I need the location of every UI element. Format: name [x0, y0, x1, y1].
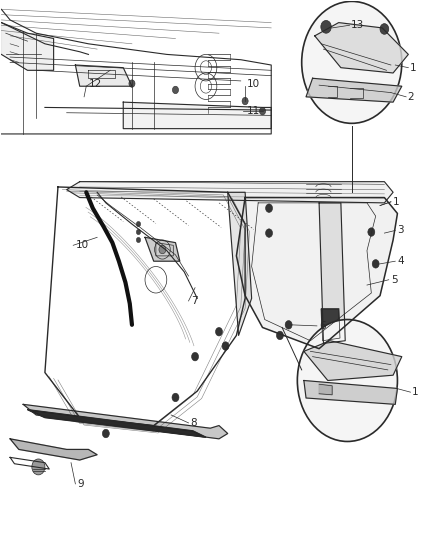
Polygon shape	[304, 381, 397, 405]
Circle shape	[368, 228, 375, 236]
Circle shape	[136, 221, 141, 227]
Circle shape	[259, 108, 265, 115]
Circle shape	[321, 20, 331, 33]
Circle shape	[285, 320, 292, 329]
Text: 3: 3	[397, 225, 404, 236]
Circle shape	[136, 237, 141, 243]
Text: 8: 8	[191, 418, 198, 428]
Circle shape	[32, 459, 45, 475]
Polygon shape	[306, 78, 402, 102]
Text: 5: 5	[391, 274, 398, 285]
Polygon shape	[321, 309, 340, 341]
Text: 7: 7	[191, 296, 198, 306]
Circle shape	[215, 327, 223, 336]
Circle shape	[222, 342, 229, 350]
Polygon shape	[23, 405, 228, 439]
Circle shape	[136, 229, 141, 235]
Text: 10: 10	[75, 240, 88, 251]
Polygon shape	[319, 384, 332, 395]
Polygon shape	[10, 439, 97, 460]
Polygon shape	[315, 22, 408, 73]
Polygon shape	[75, 65, 132, 86]
Circle shape	[172, 393, 179, 402]
Circle shape	[102, 429, 110, 438]
Polygon shape	[145, 237, 180, 261]
Text: 1: 1	[393, 197, 400, 207]
Circle shape	[173, 86, 179, 94]
Circle shape	[276, 331, 283, 340]
Text: 10: 10	[247, 78, 261, 88]
Text: 11: 11	[247, 106, 261, 116]
Polygon shape	[319, 203, 345, 343]
Polygon shape	[28, 410, 206, 437]
Circle shape	[380, 23, 389, 34]
Polygon shape	[1, 22, 53, 70]
Circle shape	[302, 2, 402, 123]
Circle shape	[129, 80, 135, 87]
Circle shape	[242, 98, 248, 105]
Circle shape	[297, 319, 397, 441]
Polygon shape	[304, 341, 402, 381]
Text: 1: 1	[410, 63, 416, 72]
Circle shape	[265, 229, 272, 237]
Circle shape	[265, 204, 272, 213]
Text: 9: 9	[78, 479, 84, 489]
Text: 6: 6	[319, 321, 326, 331]
Polygon shape	[123, 102, 271, 128]
Circle shape	[159, 245, 166, 254]
Polygon shape	[228, 192, 252, 335]
Polygon shape	[237, 198, 397, 349]
Polygon shape	[67, 182, 393, 203]
Text: 2: 2	[407, 92, 414, 102]
Circle shape	[372, 260, 379, 268]
Text: 4: 4	[397, 256, 404, 266]
Text: 1: 1	[411, 387, 418, 397]
Text: 12: 12	[88, 78, 102, 88]
Circle shape	[191, 352, 198, 361]
Text: 13: 13	[351, 20, 364, 30]
